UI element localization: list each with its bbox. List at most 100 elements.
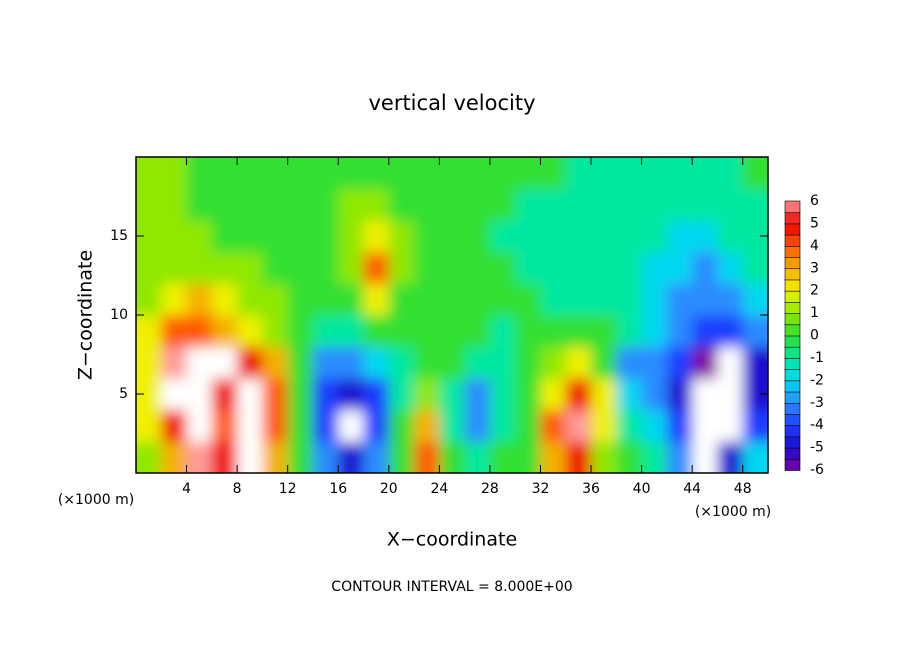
cell bbox=[742, 251, 768, 284]
cell bbox=[565, 157, 592, 190]
cell bbox=[363, 409, 390, 442]
cell bbox=[515, 378, 541, 411]
cell bbox=[565, 441, 592, 473]
colorbar-band bbox=[784, 447, 801, 460]
cell bbox=[237, 378, 263, 411]
x-tick-label: 28 bbox=[481, 481, 499, 497]
colorbar-band bbox=[784, 301, 801, 314]
cell bbox=[161, 283, 188, 316]
cell bbox=[262, 188, 289, 221]
cell bbox=[540, 251, 567, 284]
cell bbox=[591, 441, 617, 473]
cell bbox=[489, 283, 516, 316]
colorbar-band bbox=[784, 402, 801, 415]
cell bbox=[515, 441, 541, 473]
cell bbox=[742, 157, 768, 190]
cell bbox=[641, 315, 668, 348]
cell bbox=[540, 157, 567, 190]
cell bbox=[616, 315, 643, 348]
cell bbox=[136, 441, 162, 473]
cell bbox=[237, 283, 263, 316]
cell bbox=[262, 220, 289, 253]
cell bbox=[186, 315, 213, 348]
cell bbox=[641, 188, 668, 221]
cell bbox=[666, 378, 693, 411]
colorbar-tick-label: -5 bbox=[810, 440, 824, 456]
x-tick-label: 8 bbox=[233, 481, 242, 497]
cell bbox=[464, 409, 491, 442]
cell bbox=[742, 188, 768, 221]
colorbar-band bbox=[784, 200, 801, 214]
cell bbox=[464, 220, 491, 253]
cell bbox=[211, 346, 238, 379]
cell bbox=[565, 315, 592, 348]
cell bbox=[515, 251, 541, 284]
cell bbox=[489, 378, 516, 411]
cell bbox=[338, 220, 365, 253]
cell bbox=[237, 188, 263, 221]
cell bbox=[186, 251, 213, 284]
cell bbox=[717, 315, 744, 348]
cell bbox=[388, 157, 415, 190]
cell bbox=[641, 157, 668, 190]
cell bbox=[591, 346, 617, 379]
cell bbox=[312, 251, 339, 284]
cell bbox=[717, 157, 744, 190]
cell bbox=[439, 346, 466, 379]
cell bbox=[161, 157, 188, 190]
cell bbox=[287, 188, 314, 221]
cell bbox=[338, 378, 365, 411]
cell bbox=[616, 251, 643, 284]
cell bbox=[287, 251, 314, 284]
cell bbox=[161, 346, 188, 379]
cell bbox=[692, 283, 718, 316]
cell bbox=[515, 157, 541, 190]
cell bbox=[464, 346, 491, 379]
cell bbox=[692, 378, 718, 411]
cell bbox=[211, 283, 238, 316]
cell bbox=[666, 188, 693, 221]
cell bbox=[287, 157, 314, 190]
cell bbox=[388, 283, 415, 316]
colorbar-tick-label: -1 bbox=[810, 350, 824, 366]
cell bbox=[136, 315, 162, 348]
cell bbox=[616, 157, 643, 190]
cell bbox=[388, 251, 415, 284]
cell bbox=[237, 157, 263, 190]
cell bbox=[186, 220, 213, 253]
cell bbox=[489, 409, 516, 442]
x-tick-label: 40 bbox=[633, 481, 651, 497]
cell bbox=[136, 283, 162, 316]
cell bbox=[388, 441, 415, 473]
cell bbox=[161, 251, 188, 284]
cell bbox=[312, 441, 339, 473]
cell bbox=[388, 378, 415, 411]
colorbar-tick-label: 0 bbox=[810, 328, 819, 344]
cell bbox=[717, 378, 744, 411]
cell bbox=[161, 378, 188, 411]
cell bbox=[363, 315, 390, 348]
cell bbox=[161, 409, 188, 442]
cell bbox=[312, 409, 339, 442]
cell bbox=[489, 251, 516, 284]
cell bbox=[262, 346, 289, 379]
colorbar-band bbox=[784, 436, 801, 449]
cell bbox=[312, 283, 339, 316]
cell bbox=[414, 283, 440, 316]
cell bbox=[363, 157, 390, 190]
cell bbox=[692, 157, 718, 190]
cell bbox=[312, 378, 339, 411]
cell bbox=[388, 220, 415, 253]
cell bbox=[464, 283, 491, 316]
cell bbox=[489, 441, 516, 473]
cell bbox=[136, 188, 162, 221]
cell bbox=[338, 251, 365, 284]
cell bbox=[186, 441, 213, 473]
cell bbox=[186, 346, 213, 379]
colorbar-band bbox=[784, 312, 801, 326]
cell bbox=[287, 378, 314, 411]
x-tick-label: 12 bbox=[279, 481, 297, 497]
cell bbox=[515, 409, 541, 442]
cell bbox=[439, 251, 466, 284]
cell bbox=[565, 188, 592, 221]
